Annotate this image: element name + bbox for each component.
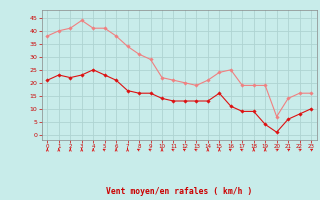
Text: Vent moyen/en rafales ( km/h ): Vent moyen/en rafales ( km/h ) (106, 187, 252, 196)
